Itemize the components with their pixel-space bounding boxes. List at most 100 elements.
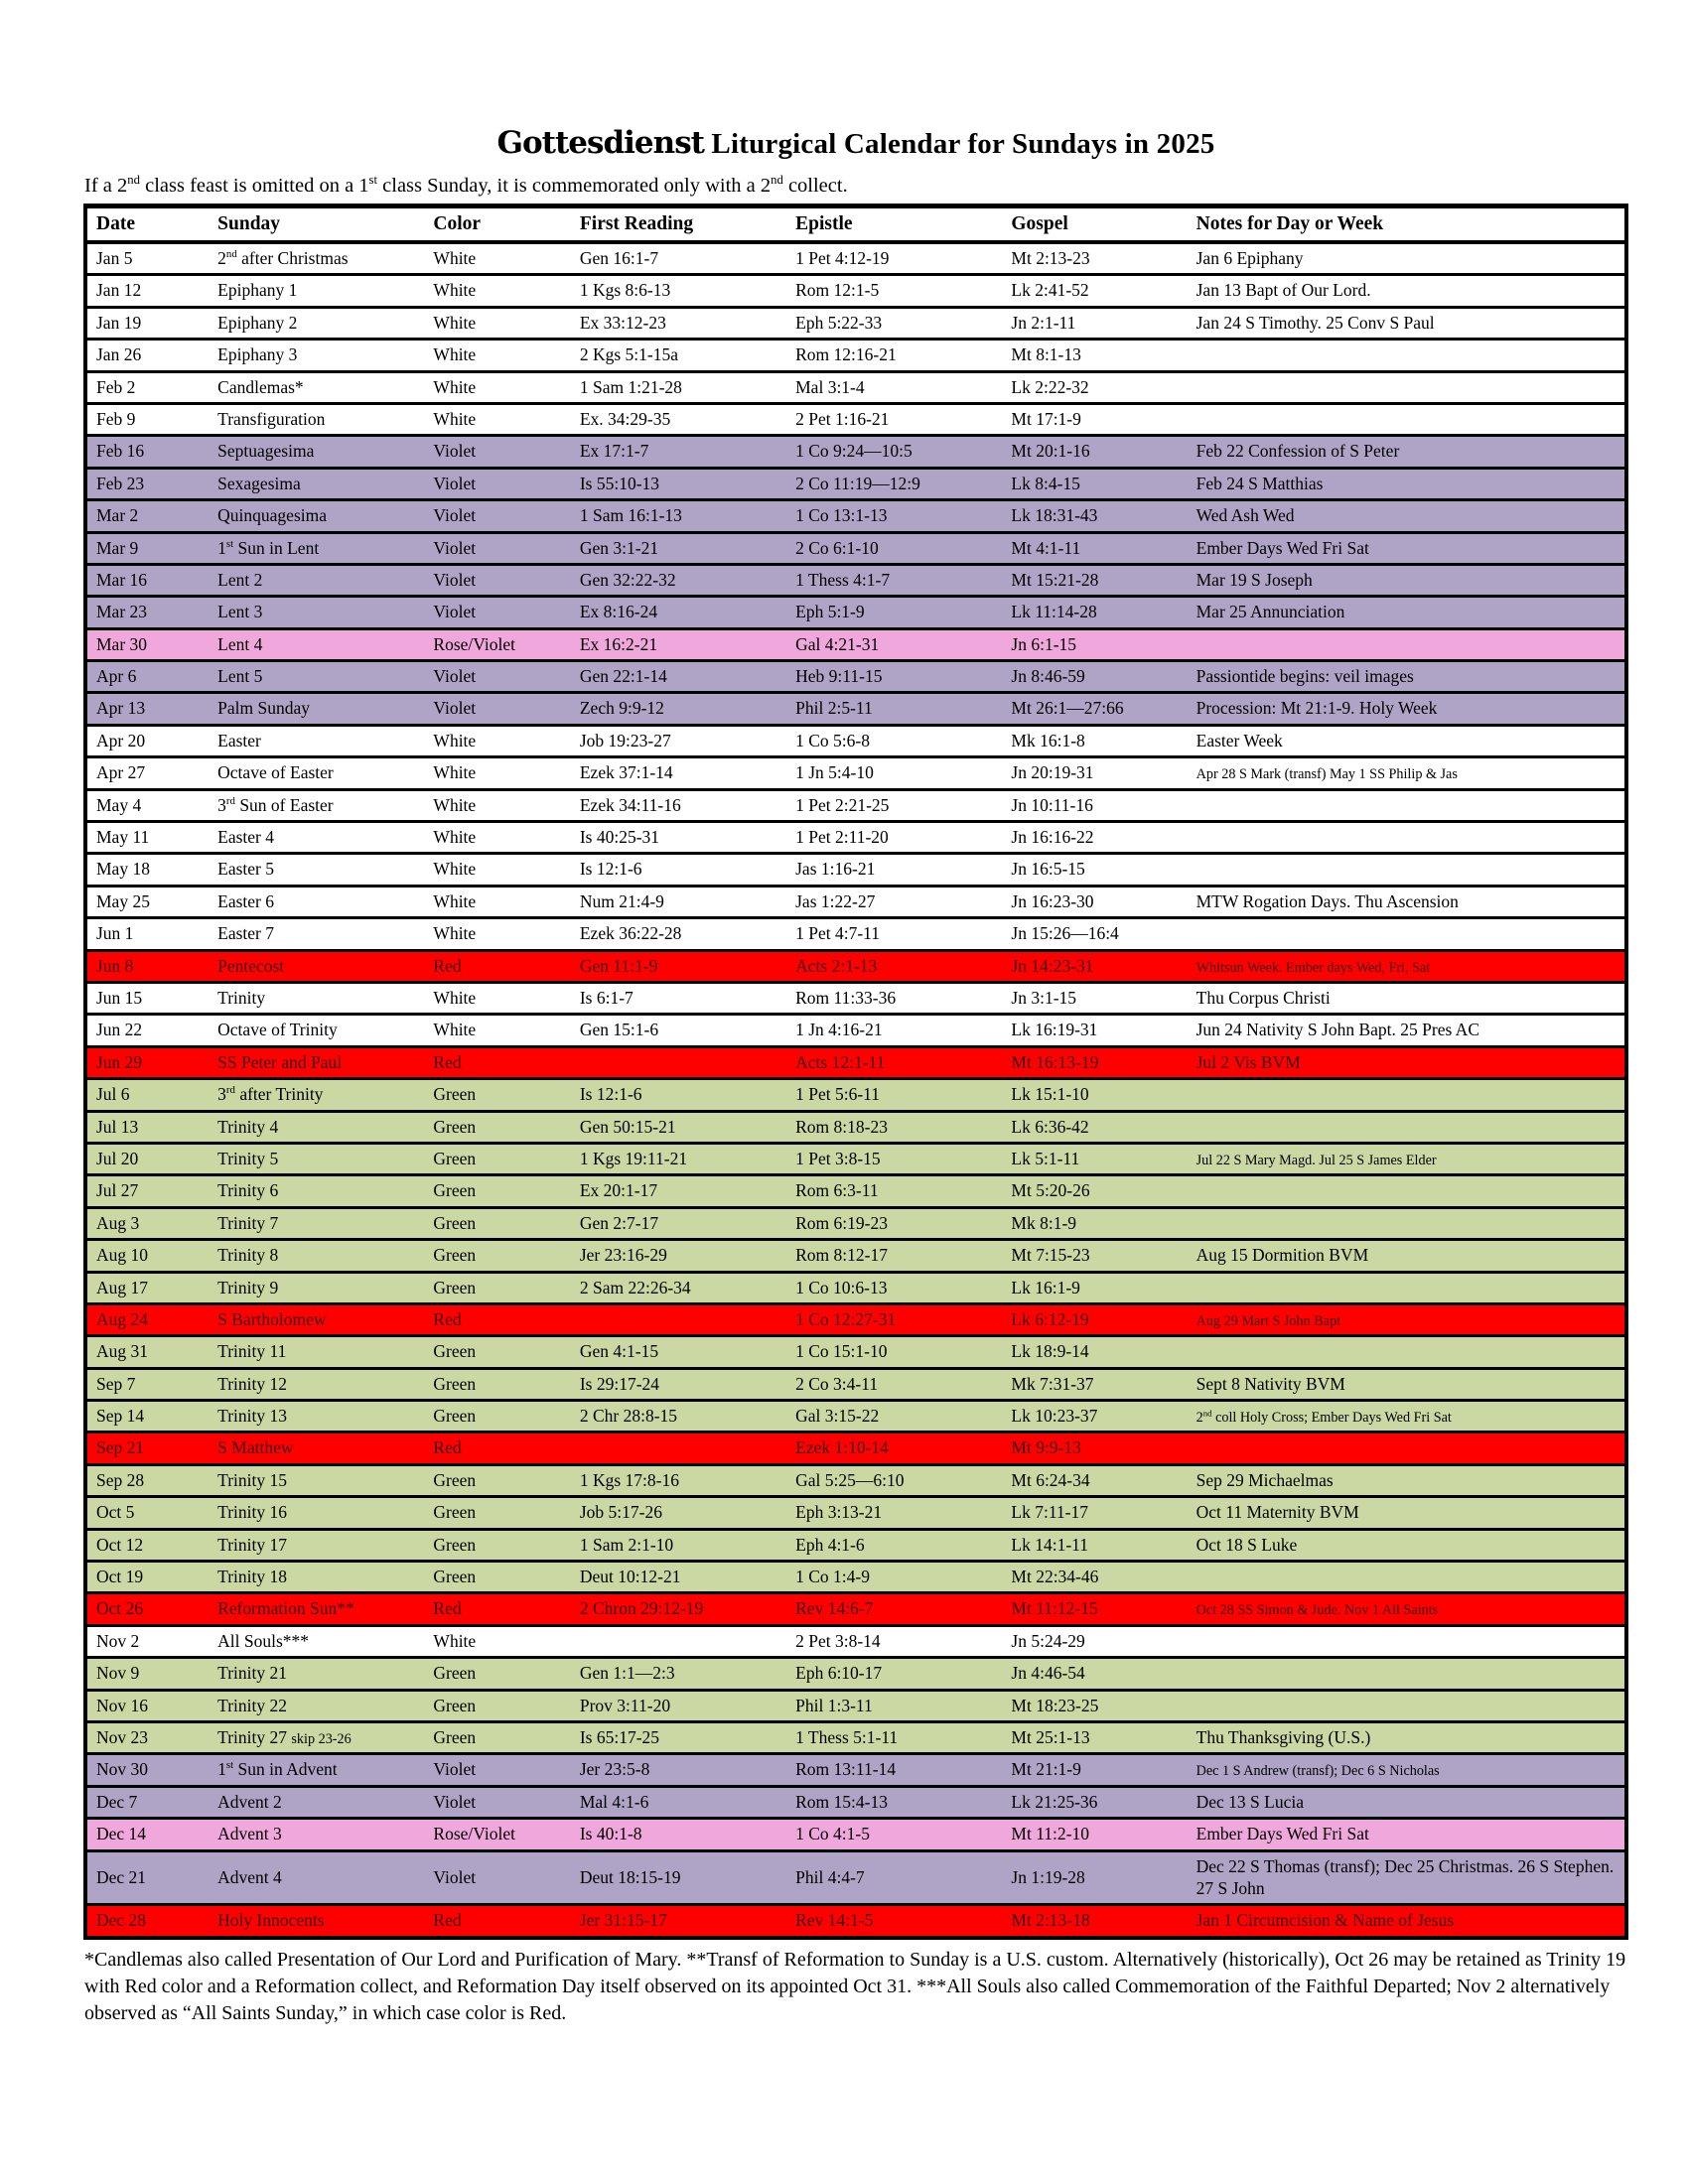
table-row: Apr 27 Octave of Easter White Ezek 37:1-14 1… (85, 755, 1626, 790)
cell-color: White (424, 820, 571, 854)
table-row: Jul 20 Trinity 5 Green 1 Kgs 19:11-21 1 Pet … (85, 1141, 1626, 1175)
cell-epistle: 1 Pet 3:8-15 (786, 1141, 1003, 1175)
cell-gospel: Jn 20:19-31 (1002, 755, 1188, 790)
cell-epistle: Phil 1:3-11 (786, 1688, 1003, 1722)
cell-color: Violet (424, 434, 571, 469)
cell-gospel: Mt 11:2-10 (1002, 1817, 1188, 1851)
cell-date: Apr 13 (85, 691, 210, 726)
cell-notes (1187, 1109, 1626, 1144)
cell-sunday: Trinity 9 (209, 1270, 425, 1304)
column-header-notes: Notes for Day or Week (1187, 205, 1626, 244)
cell-sunday: Trinity 5 (209, 1141, 425, 1175)
cell-notes: Jun 24 Nativity S John Bapt. 25 Pres AC (1187, 1013, 1626, 1047)
cell-date: Jun 29 (85, 1044, 210, 1079)
table-row: May 11 Easter 4 White Is 40:25-31 1 Pet 2:11… (85, 820, 1626, 854)
cell-notes (1187, 916, 1626, 951)
cell-gospel: Jn 16:16-22 (1002, 820, 1188, 854)
cell-color: White (424, 787, 571, 822)
cell-notes: Feb 22 Confession of S Peter (1187, 434, 1626, 469)
cell-color: White (424, 240, 571, 275)
table-row: Oct 26 Reformation Sun** Red 2 Chron 29:12-… (85, 1591, 1626, 1626)
cell-color: Red (424, 1431, 571, 1465)
cell-first_reading: Gen 32:22-32 (570, 562, 787, 597)
cell-notes: Sept 8 Nativity BVM (1187, 1366, 1626, 1401)
table-row: Jun 22 Octave of Trinity White Gen 15:1-6 1 … (85, 1013, 1626, 1047)
cell-notes (1187, 369, 1626, 404)
cell-first_reading: 2 Chr 28:8-15 (570, 1399, 787, 1433)
cell-sunday: 3rd after Trinity (209, 1077, 425, 1112)
table-row: Mar 9 1st Sun in Lent Violet Gen 3:1-21 2 Co… (85, 530, 1626, 565)
table-row: May 25 Easter 6 White Num 21:4-9 Jas 1:22-27… (85, 884, 1626, 918)
cell-gospel: Mt 2:13-18 (1002, 1903, 1188, 1938)
table-row: Dec 7 Advent 2 Violet Mal 4:1-6 Rom 15:4-13 L… (85, 1784, 1626, 1819)
cell-date: Dec 21 (85, 1848, 210, 1905)
cell-epistle: 1 Thess 5:1-11 (786, 1719, 1003, 1754)
cell-notes: Wed Ash Wed (1187, 498, 1626, 533)
cell-gospel: Mt 15:21-28 (1002, 562, 1188, 597)
cell-sunday: Trinity 27 skip 23-26 (209, 1719, 425, 1754)
cell-first_reading: Job 5:17-26 (570, 1495, 787, 1530)
cell-date: Mar 23 (85, 595, 210, 629)
cell-date: Mar 30 (85, 626, 210, 661)
table-row: May 18 Easter 5 White Is 12:1-6 Jas 1:16-21 J… (85, 852, 1626, 887)
cell-epistle: Rom 8:12-17 (786, 1238, 1003, 1272)
cell-sunday: Quinquagesima (209, 498, 425, 533)
cell-color: Violet (424, 1848, 571, 1905)
cell-epistle: 2 Pet 1:16-21 (786, 401, 1003, 436)
cell-date: Oct 19 (85, 1559, 210, 1593)
footnotes: *Candlemas also called Presentation of O… (84, 1948, 1626, 2025)
cell-sunday: Advent 2 (209, 1784, 425, 1819)
cell-sunday: Easter 6 (209, 884, 425, 918)
cell-notes: Jul 2 Vis BVM (1187, 1044, 1626, 1079)
table-row: Aug 17 Trinity 9 Green 2 Sam 22:26-34 1 Co 1… (85, 1270, 1626, 1304)
table-header-row: Date Sunday Color First Reading Epistle Gospe… (85, 205, 1626, 244)
cell-notes: Oct 11 Maternity BVM (1187, 1495, 1626, 1530)
cell-color: Green (424, 1688, 571, 1722)
cell-color: Red (424, 1044, 571, 1079)
cell-gospel: Mt 17:1-9 (1002, 401, 1188, 436)
cell-sunday: Epiphany 2 (209, 305, 425, 340)
cell-date: Oct 5 (85, 1495, 210, 1530)
cell-epistle: 2 Co 11:19—12:9 (786, 466, 1003, 500)
subtitle-rubric: If a 2nd class feast is omitted on a 1st… (84, 173, 848, 197)
cell-gospel: Jn 4:46-54 (1002, 1656, 1188, 1691)
cell-date: Jul 6 (85, 1077, 210, 1112)
cell-sunday: Septuagesima (209, 434, 425, 469)
table-row: Mar 2 Quinquagesima Violet 1 Sam 16:1-13 1 C… (85, 498, 1626, 533)
table-row: Sep 28 Trinity 15 Green 1 Kgs 17:8-16 Gal 5:… (85, 1462, 1626, 1497)
cell-sunday: Trinity 15 (209, 1462, 425, 1497)
cell-date: Aug 10 (85, 1238, 210, 1272)
cell-notes: Aug 15 Dormition BVM (1187, 1238, 1626, 1272)
cell-notes: 2nd coll Holy Cross; Ember Days Wed Fri … (1187, 1399, 1626, 1433)
cell-date: May 4 (85, 787, 210, 822)
cell-first_reading: Ex 8:16-24 (570, 595, 787, 629)
cell-sunday: All Souls*** (209, 1623, 425, 1658)
cell-date: May 11 (85, 820, 210, 854)
cell-sunday: Trinity 13 (209, 1399, 425, 1433)
cell-color: Red (424, 1301, 571, 1336)
cell-sunday: Easter (209, 723, 425, 757)
cell-first_reading: Jer 23:5-8 (570, 1752, 787, 1787)
cell-epistle: Rom 13:11-14 (786, 1752, 1003, 1787)
cell-gospel: Jn 2:1-11 (1002, 305, 1188, 340)
cell-first_reading: Is 65:17-25 (570, 1719, 787, 1754)
cell-notes (1187, 338, 1626, 372)
page-title-text: Liturgical Calendar for Sundays in 2025 (703, 128, 1215, 160)
cell-first_reading: Is 12:1-6 (570, 852, 787, 887)
cell-epistle: 1 Co 4:1-5 (786, 1817, 1003, 1851)
cell-sunday: Trinity 7 (209, 1205, 425, 1240)
cell-epistle: 1 Co 13:1-13 (786, 498, 1003, 533)
cell-first_reading: Ex 33:12-23 (570, 305, 787, 340)
cell-first_reading: Job 19:23-27 (570, 723, 787, 757)
cell-sunday: 2nd after Christmas (209, 240, 425, 275)
cell-notes (1187, 1077, 1626, 1112)
cell-gospel: Lk 8:4-15 (1002, 466, 1188, 500)
cell-color: Green (424, 1462, 571, 1497)
cell-gospel: Mt 9:9-13 (1002, 1431, 1188, 1465)
cell-first_reading: Is 40:1-8 (570, 1817, 787, 1851)
cell-first_reading: Gen 2:7-17 (570, 1205, 787, 1240)
cell-epistle: Acts 12:1-11 (786, 1044, 1003, 1079)
table-row: Apr 13 Palm Sunday Violet Zech 9:9-12 Phil 2… (85, 691, 1626, 726)
cell-date: Jan 26 (85, 338, 210, 372)
cell-epistle: Ezek 1:10-14 (786, 1431, 1003, 1465)
